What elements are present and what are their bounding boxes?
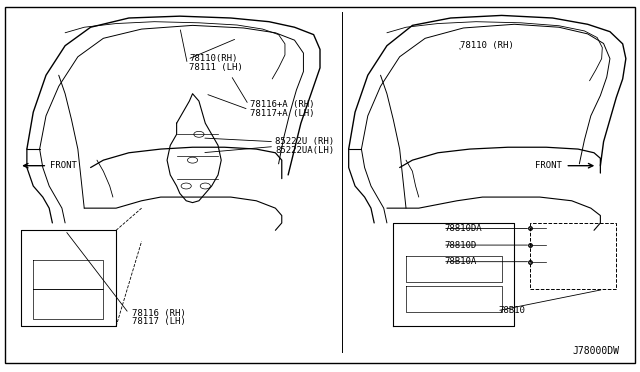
Text: 78111 (LH): 78111 (LH) [189, 63, 243, 72]
Text: 85222U (RH): 85222U (RH) [275, 137, 335, 146]
Text: 78B10: 78B10 [499, 306, 525, 315]
Text: 78110(RH): 78110(RH) [189, 54, 237, 63]
Text: 78110 (RH): 78110 (RH) [460, 41, 514, 50]
Text: 78B10A: 78B10A [444, 257, 477, 266]
Text: J78000DW: J78000DW [573, 346, 620, 356]
Text: 78116+A (RH): 78116+A (RH) [250, 100, 314, 109]
Text: 85222UA(LH): 85222UA(LH) [275, 146, 335, 155]
Text: FRONT: FRONT [535, 161, 562, 170]
Text: 78810DA: 78810DA [444, 224, 482, 233]
Text: 78117+A (LH): 78117+A (LH) [250, 109, 314, 118]
Text: FRONT: FRONT [50, 161, 77, 170]
Text: 78810D: 78810D [444, 241, 477, 250]
Text: 78117 (LH): 78117 (LH) [132, 317, 186, 326]
Text: 78116 (RH): 78116 (RH) [132, 309, 186, 318]
